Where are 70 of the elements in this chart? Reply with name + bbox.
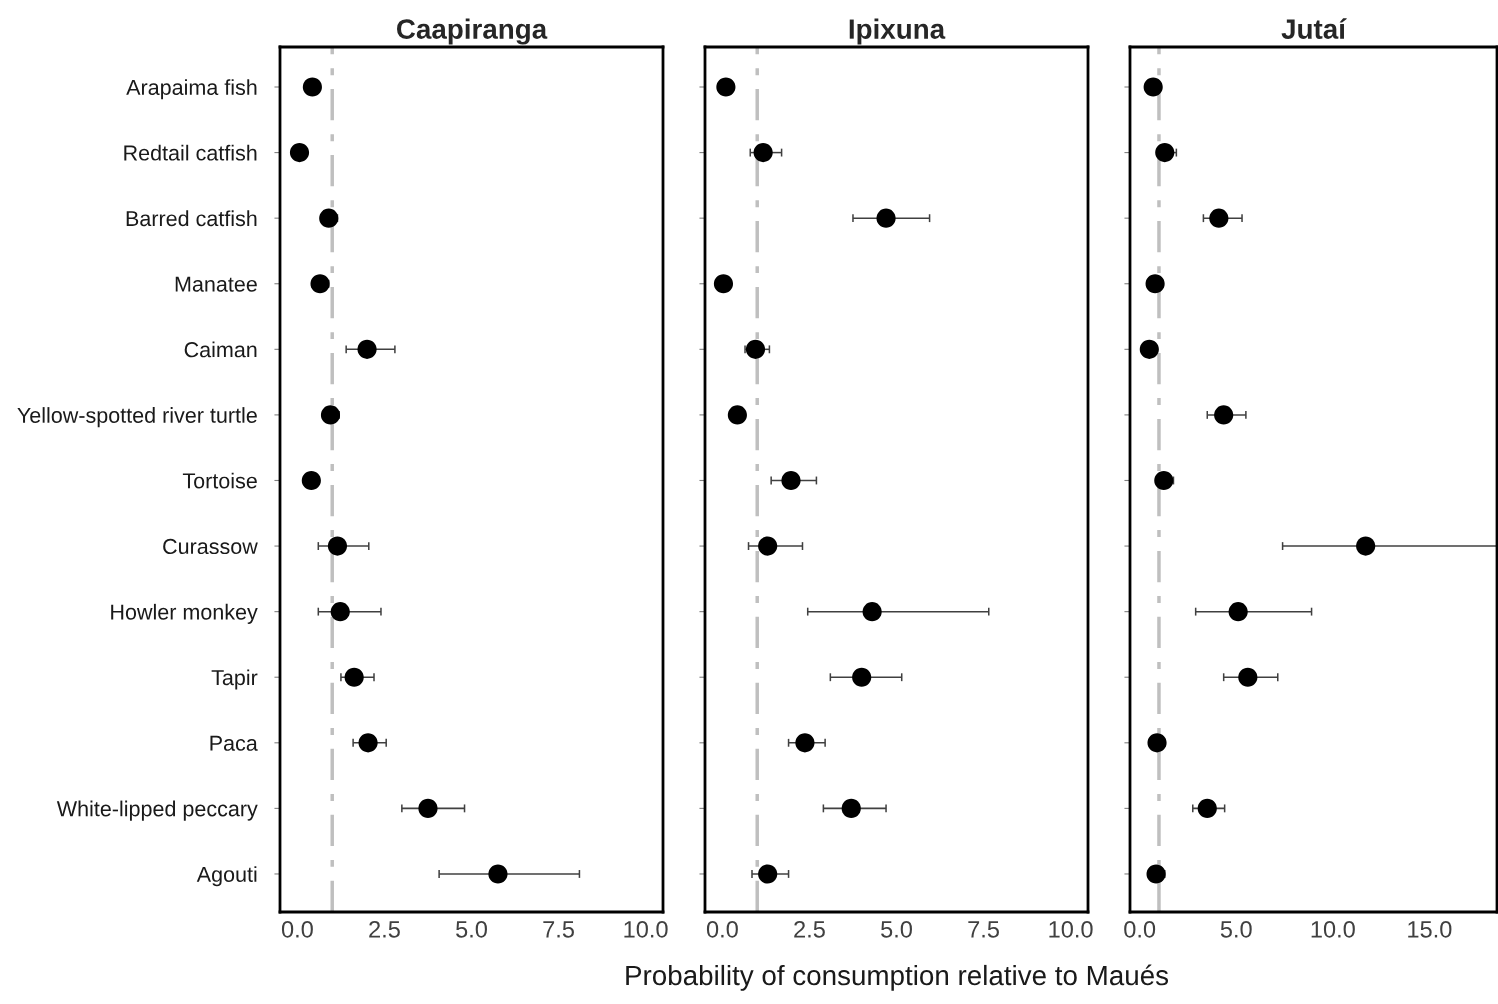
chart-title: Ipixuna xyxy=(849,18,946,45)
x-tick-label: 0.0 xyxy=(281,920,313,938)
point xyxy=(1143,77,1163,97)
point xyxy=(1154,470,1174,491)
y-tick-label: Caiman xyxy=(184,341,257,358)
x-tick-label: 10.0 xyxy=(624,920,668,938)
x-tick-label: 5.0 xyxy=(881,920,912,938)
y-tick-label: Paca xyxy=(210,735,258,751)
y-tick-label: Manatee xyxy=(175,276,257,292)
point xyxy=(1146,864,1166,884)
point xyxy=(753,143,773,163)
y-tick-label: Barred catfish xyxy=(126,210,257,227)
y-tick-label: Redtail catfish xyxy=(124,144,257,161)
x-tick-label: 2.5 xyxy=(369,920,400,938)
point xyxy=(302,77,322,97)
point xyxy=(795,733,815,753)
y-tick-label: White-lipped peccary xyxy=(56,800,258,821)
point xyxy=(289,143,310,163)
point xyxy=(716,77,736,97)
point xyxy=(1214,405,1234,425)
point xyxy=(758,536,778,556)
point xyxy=(1139,339,1159,359)
point xyxy=(781,470,801,491)
point xyxy=(727,405,747,425)
point xyxy=(841,798,861,818)
y-tick-label: Howler monkey xyxy=(111,603,258,624)
point xyxy=(713,274,734,294)
point xyxy=(1197,798,1217,818)
point xyxy=(301,470,321,491)
x-tick-label: 10.0 xyxy=(1311,920,1355,938)
point xyxy=(320,405,341,425)
point xyxy=(358,733,378,753)
x-tick-label: 15.0 xyxy=(1408,920,1452,938)
point xyxy=(327,536,348,556)
y-tick-label: Curassow xyxy=(163,538,258,555)
point xyxy=(1145,274,1165,294)
x-tick-label: 2.5 xyxy=(794,920,825,938)
y-tick-label: Arapaima fish xyxy=(126,79,257,100)
point xyxy=(852,667,872,687)
x-tick-label: 5.0 xyxy=(1220,920,1252,938)
point xyxy=(418,798,438,818)
point xyxy=(344,667,364,687)
point xyxy=(488,864,508,884)
point xyxy=(1209,208,1229,228)
chart-title: Jutaí xyxy=(1281,18,1347,39)
x-tick-label: 0.0 xyxy=(1124,920,1156,938)
point xyxy=(1356,536,1376,556)
point xyxy=(357,339,377,359)
point xyxy=(876,208,896,228)
point xyxy=(758,864,778,884)
point xyxy=(1147,733,1167,753)
x-tick-label: 5.0 xyxy=(456,920,487,938)
point xyxy=(1155,143,1175,163)
y-tick-label: Yellow-spotted river turtle xyxy=(17,407,257,428)
x-tick-label: 7.5 xyxy=(968,921,999,938)
point xyxy=(1238,667,1258,687)
x-tick-label: 7.5 xyxy=(543,921,574,938)
x-tick-label: 10.0 xyxy=(1049,920,1093,938)
y-tick-label: Tortoise xyxy=(182,472,257,489)
y-tick-label: Tapir xyxy=(211,669,258,690)
y-tick-label: Agouti xyxy=(196,866,257,887)
chart-title: Caapiranga xyxy=(397,18,548,45)
x-tick-label: 0.0 xyxy=(706,920,738,938)
point xyxy=(1228,602,1248,622)
point xyxy=(745,339,766,359)
point xyxy=(310,274,330,294)
x-axis-title: Probability of consumption relative to Maués xyxy=(626,964,1169,991)
point xyxy=(862,602,882,622)
point xyxy=(319,208,339,228)
point xyxy=(330,602,350,622)
